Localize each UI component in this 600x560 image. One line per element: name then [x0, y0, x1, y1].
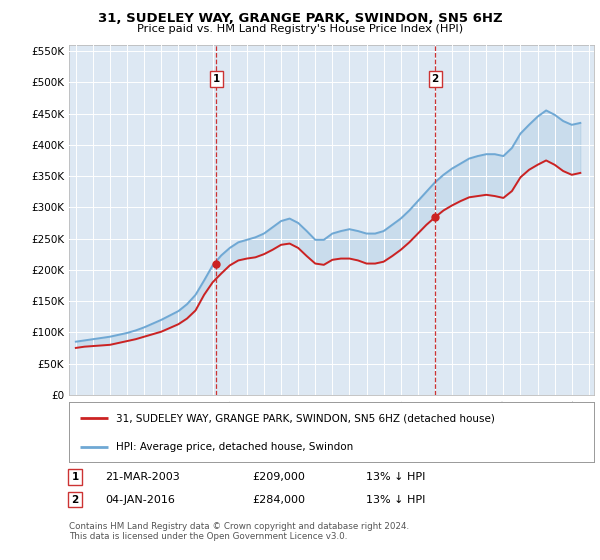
- Text: 21-MAR-2003: 21-MAR-2003: [105, 472, 180, 482]
- Text: 1: 1: [71, 472, 79, 482]
- Text: 1: 1: [213, 74, 220, 84]
- Text: Price paid vs. HM Land Registry's House Price Index (HPI): Price paid vs. HM Land Registry's House …: [137, 24, 463, 34]
- Text: 2: 2: [71, 494, 79, 505]
- Text: 2: 2: [431, 74, 439, 84]
- Text: £284,000: £284,000: [252, 494, 305, 505]
- Text: 13% ↓ HPI: 13% ↓ HPI: [366, 472, 425, 482]
- Text: 04-JAN-2016: 04-JAN-2016: [105, 494, 175, 505]
- Text: HPI: Average price, detached house, Swindon: HPI: Average price, detached house, Swin…: [116, 442, 353, 452]
- Text: Contains HM Land Registry data © Crown copyright and database right 2024.
This d: Contains HM Land Registry data © Crown c…: [69, 522, 409, 542]
- Text: £209,000: £209,000: [252, 472, 305, 482]
- Text: 31, SUDELEY WAY, GRANGE PARK, SWINDON, SN5 6HZ (detached house): 31, SUDELEY WAY, GRANGE PARK, SWINDON, S…: [116, 413, 495, 423]
- Text: 13% ↓ HPI: 13% ↓ HPI: [366, 494, 425, 505]
- Text: 31, SUDELEY WAY, GRANGE PARK, SWINDON, SN5 6HZ: 31, SUDELEY WAY, GRANGE PARK, SWINDON, S…: [98, 12, 502, 25]
